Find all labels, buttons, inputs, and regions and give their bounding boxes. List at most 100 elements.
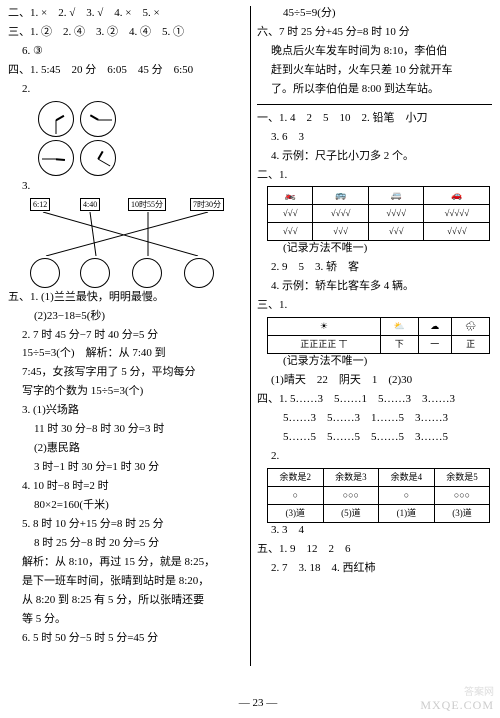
table-row: 余数是2 余数是3 余数是4 余数是5: [268, 468, 490, 486]
sec4b: 2.: [8, 82, 244, 98]
sec5-2d: 写字的个数为 15÷5=3(个): [8, 384, 244, 400]
r-s1a: 一、1. 4 2 5 10 2. 铅笔 小刀: [257, 111, 492, 127]
sec5-5f: 等 5 分。: [8, 612, 244, 628]
separator: [257, 104, 492, 105]
tally-cell: √√√: [268, 223, 313, 241]
sec3a: 三、1. ② 2. ④ 3. ② 4. ④ 5. ①: [8, 25, 244, 41]
th-cell: 余数是5: [434, 468, 490, 486]
tally-cell: √√√: [368, 223, 424, 241]
r-s4d: 3. 3 4: [257, 523, 492, 539]
th-cell: 余数是3: [323, 468, 379, 486]
vehicle-icon: 🏍️: [268, 187, 313, 205]
sec5-3b: 11 时 30 分−8 时 30 分=3 时: [8, 422, 244, 438]
sec5-5a: 5. 8 时 10 分+15 分=8 时 25 分: [8, 517, 244, 533]
table-row: (3)道 (5)道 (1)道 (3)道: [268, 504, 490, 522]
table-row: 🏍️ 🚌 🚐 🚗: [268, 187, 490, 205]
tally-cell: 正正正正 丅: [268, 336, 381, 354]
td-cell: ○: [268, 486, 324, 504]
left-column: 二、1. × 2. √ 3. √ 4. × 5. × 三、1. ② 2. ④ 3…: [8, 6, 250, 666]
tally-cell: √√√√: [368, 205, 424, 223]
weather-icon: ☁: [418, 318, 451, 336]
sec5-2a: 2. 7 时 45 分−7 时 40 分=5 分: [8, 328, 244, 344]
table-row: √√√ √√√√ √√√√ √√√√√: [268, 205, 490, 223]
tally-cell: 正: [451, 336, 489, 354]
vehicle-icon: 🚗: [424, 187, 490, 205]
r-s5a: 五、1. 9 12 2 6: [257, 542, 492, 558]
table-row: √√√ √√√ √√√ √√√√: [268, 223, 490, 241]
r-s3h: 三、1.: [257, 298, 492, 314]
weather-table: ☀ ⛅ ☁ 🌧 正正正正 丅 下 一 正: [267, 317, 490, 354]
sec5-5c: 解析：从 8:10，再过 15 分，就是 8:25，: [8, 555, 244, 571]
clock-icon: [38, 140, 74, 176]
sec5-2c: 7:45，女孩写字用了 5 分，平均每分: [8, 365, 244, 381]
label-time: 4:40: [80, 198, 100, 212]
td-cell: ○: [379, 486, 435, 504]
sec5-5b: 8 时 25 分−8 时 20 分=5 分: [8, 536, 244, 552]
td-cell: (3)道: [268, 504, 324, 522]
vehicle-icon: 🚐: [368, 187, 424, 205]
sec5-2b: 15÷5=3(个) 解析：从 7:40 到: [8, 346, 244, 362]
td-cell: ○○○: [323, 486, 379, 504]
r-top3: 晚点后火车发车时间为 8:10，李伯伯: [257, 44, 492, 60]
sec5-4a: 4. 10 时−8 时=2 时: [8, 479, 244, 495]
watermark-url: MXQE.COM: [420, 697, 494, 714]
table-row: ○ ○○○ ○ ○○○: [268, 486, 490, 504]
r-s2c: 4. 示例：轿车比客车多 4 辆。: [257, 279, 492, 295]
th-cell: 余数是2: [268, 468, 324, 486]
sec5-3a: 3. (1)兴场路: [8, 403, 244, 419]
r-s4c: 5……5 5……5 5……5 3……5: [257, 430, 492, 446]
weather-icon: ☀: [268, 318, 381, 336]
clock-icon: [38, 101, 74, 137]
tally-cell: √√√√√: [424, 205, 490, 223]
label-time: 6:12: [30, 198, 50, 212]
r-top1: 45÷5=9(分): [257, 6, 492, 22]
label-two: 2.: [257, 449, 492, 465]
r-s4b: 5……3 5……3 1……5 3……3: [257, 411, 492, 427]
td-cell: (1)道: [379, 504, 435, 522]
sec5-1a: 五、1. (1)兰兰最快，明明最慢。: [8, 290, 244, 306]
sec5-1b: (2)23−18=5(秒): [8, 309, 244, 325]
cross-lines: [28, 212, 238, 256]
clock-row-1: [38, 101, 244, 137]
tally-cell: 一: [418, 336, 451, 354]
td-cell: (5)道: [323, 504, 379, 522]
clock-icon: [80, 140, 116, 176]
td-cell: ○○○: [434, 486, 490, 504]
vehicle-icon: 🚌: [313, 187, 369, 205]
tally-cell: √√√: [313, 223, 369, 241]
sec5-6a: 6. 5 时 50 分−5 时 5 分=45 分: [8, 631, 244, 647]
r-top5: 了。所以李伯伯是 8:00 到达车站。: [257, 82, 492, 98]
weather-icon: 🌧: [451, 318, 489, 336]
weather-icon: ⛅: [380, 318, 418, 336]
sec5-5e: 从 8:20 到 8:25 有 5 分，所以张晴还要: [8, 593, 244, 609]
sec5-3d: 3 时−1 时 30 分=1 时 30 分: [8, 460, 244, 476]
sec5-3c: (2)惠民路: [8, 441, 244, 457]
clock-icon: [80, 258, 110, 288]
tally-cell: 下: [380, 336, 418, 354]
right-column: 45÷5=9(分) 六、7 时 25 分+45 分=8 时 10 分 晚点后火车…: [250, 6, 492, 666]
tally-cell: √√√√: [313, 205, 369, 223]
r-top4: 赶到火车站时，火车只差 10 分就开车: [257, 63, 492, 79]
r-s4a: 四、1. 5……3 5……1 5……3 3……3: [257, 392, 492, 408]
table-row: 正正正正 丅 下 一 正: [268, 336, 490, 354]
clock-icon: [132, 258, 162, 288]
label-time: 10时55分: [128, 198, 166, 212]
tally-cell: √√√√: [424, 223, 490, 241]
r-top2: 六、7 时 25 分+45 分=8 时 10 分: [257, 25, 492, 41]
table-row: ☀ ⛅ ☁ 🌧: [268, 318, 490, 336]
th-cell: 余数是4: [379, 468, 435, 486]
sec4c: 3.: [8, 179, 244, 195]
r-s2note: (记录方法不唯一): [257, 241, 492, 257]
clock-icon: [184, 258, 214, 288]
r-s2h: 二、1.: [257, 168, 492, 184]
sec5-5d: 是下一班车时间，张晴到站时是 8:20，: [8, 574, 244, 590]
r-s2b: 2. 9 5 3. 轿 客: [257, 260, 492, 276]
tally-cell: √√√: [268, 205, 313, 223]
clock-icon: [30, 258, 60, 288]
clock-row-2: [38, 140, 244, 176]
sec4a: 四、1. 5:45 20 分 6:05 45 分 6:50: [8, 63, 244, 79]
matching-diagram: 6:12 4:40 10时55分 7时30分: [28, 198, 244, 288]
r-s3b: (1)晴天 22 阴天 1 (2)30: [257, 373, 492, 389]
sec5-4b: 80×2=160(千米): [8, 498, 244, 514]
r-s3note: (记录方法不唯一): [257, 354, 492, 370]
